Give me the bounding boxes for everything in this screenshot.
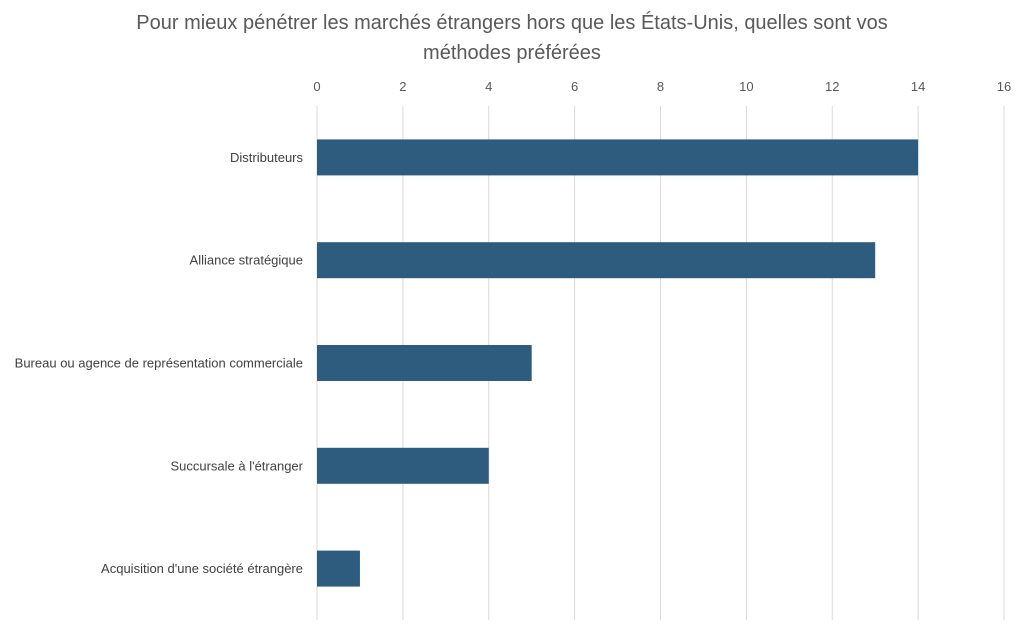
bar: [317, 550, 360, 587]
x-tick-label: 2: [399, 79, 406, 94]
x-axis-ticks: 0 2 4 6 8 10 12 14 16: [313, 79, 1011, 94]
bar: [317, 242, 876, 279]
category-label: Succursale à l'étranger: [170, 458, 303, 473]
x-tick-label: 4: [485, 79, 492, 94]
x-tick-label: 12: [825, 79, 839, 94]
x-tick-label: 14: [911, 79, 925, 94]
gridlines: [316, 106, 1005, 620]
bar: [317, 345, 532, 381]
x-tick-label: 6: [571, 79, 578, 94]
x-tick-label: 0: [313, 79, 320, 94]
category-labels: Distributeurs Alliance stratégique Bureau …: [15, 150, 304, 576]
x-tick-label: 16: [997, 79, 1011, 94]
x-tick-label: 10: [739, 79, 753, 94]
category-label: Distributeurs: [230, 150, 303, 165]
category-label: Bureau ou agence de représentation comme…: [15, 356, 303, 371]
category-label: Acquisition d'une société étrangère: [101, 561, 303, 576]
chart-title: Pour mieux pénétrer les marchés étranger…: [0, 8, 1024, 68]
bar: [317, 447, 489, 484]
bars: [317, 139, 919, 587]
category-label: Alliance stratégique: [190, 253, 303, 268]
chart-title-line-2: méthodes préférées: [423, 42, 601, 64]
chart-title-line-1: Pour mieux pénétrer les marchés étranger…: [136, 12, 888, 34]
x-tick-label: 8: [657, 79, 664, 94]
bar: [317, 139, 919, 176]
